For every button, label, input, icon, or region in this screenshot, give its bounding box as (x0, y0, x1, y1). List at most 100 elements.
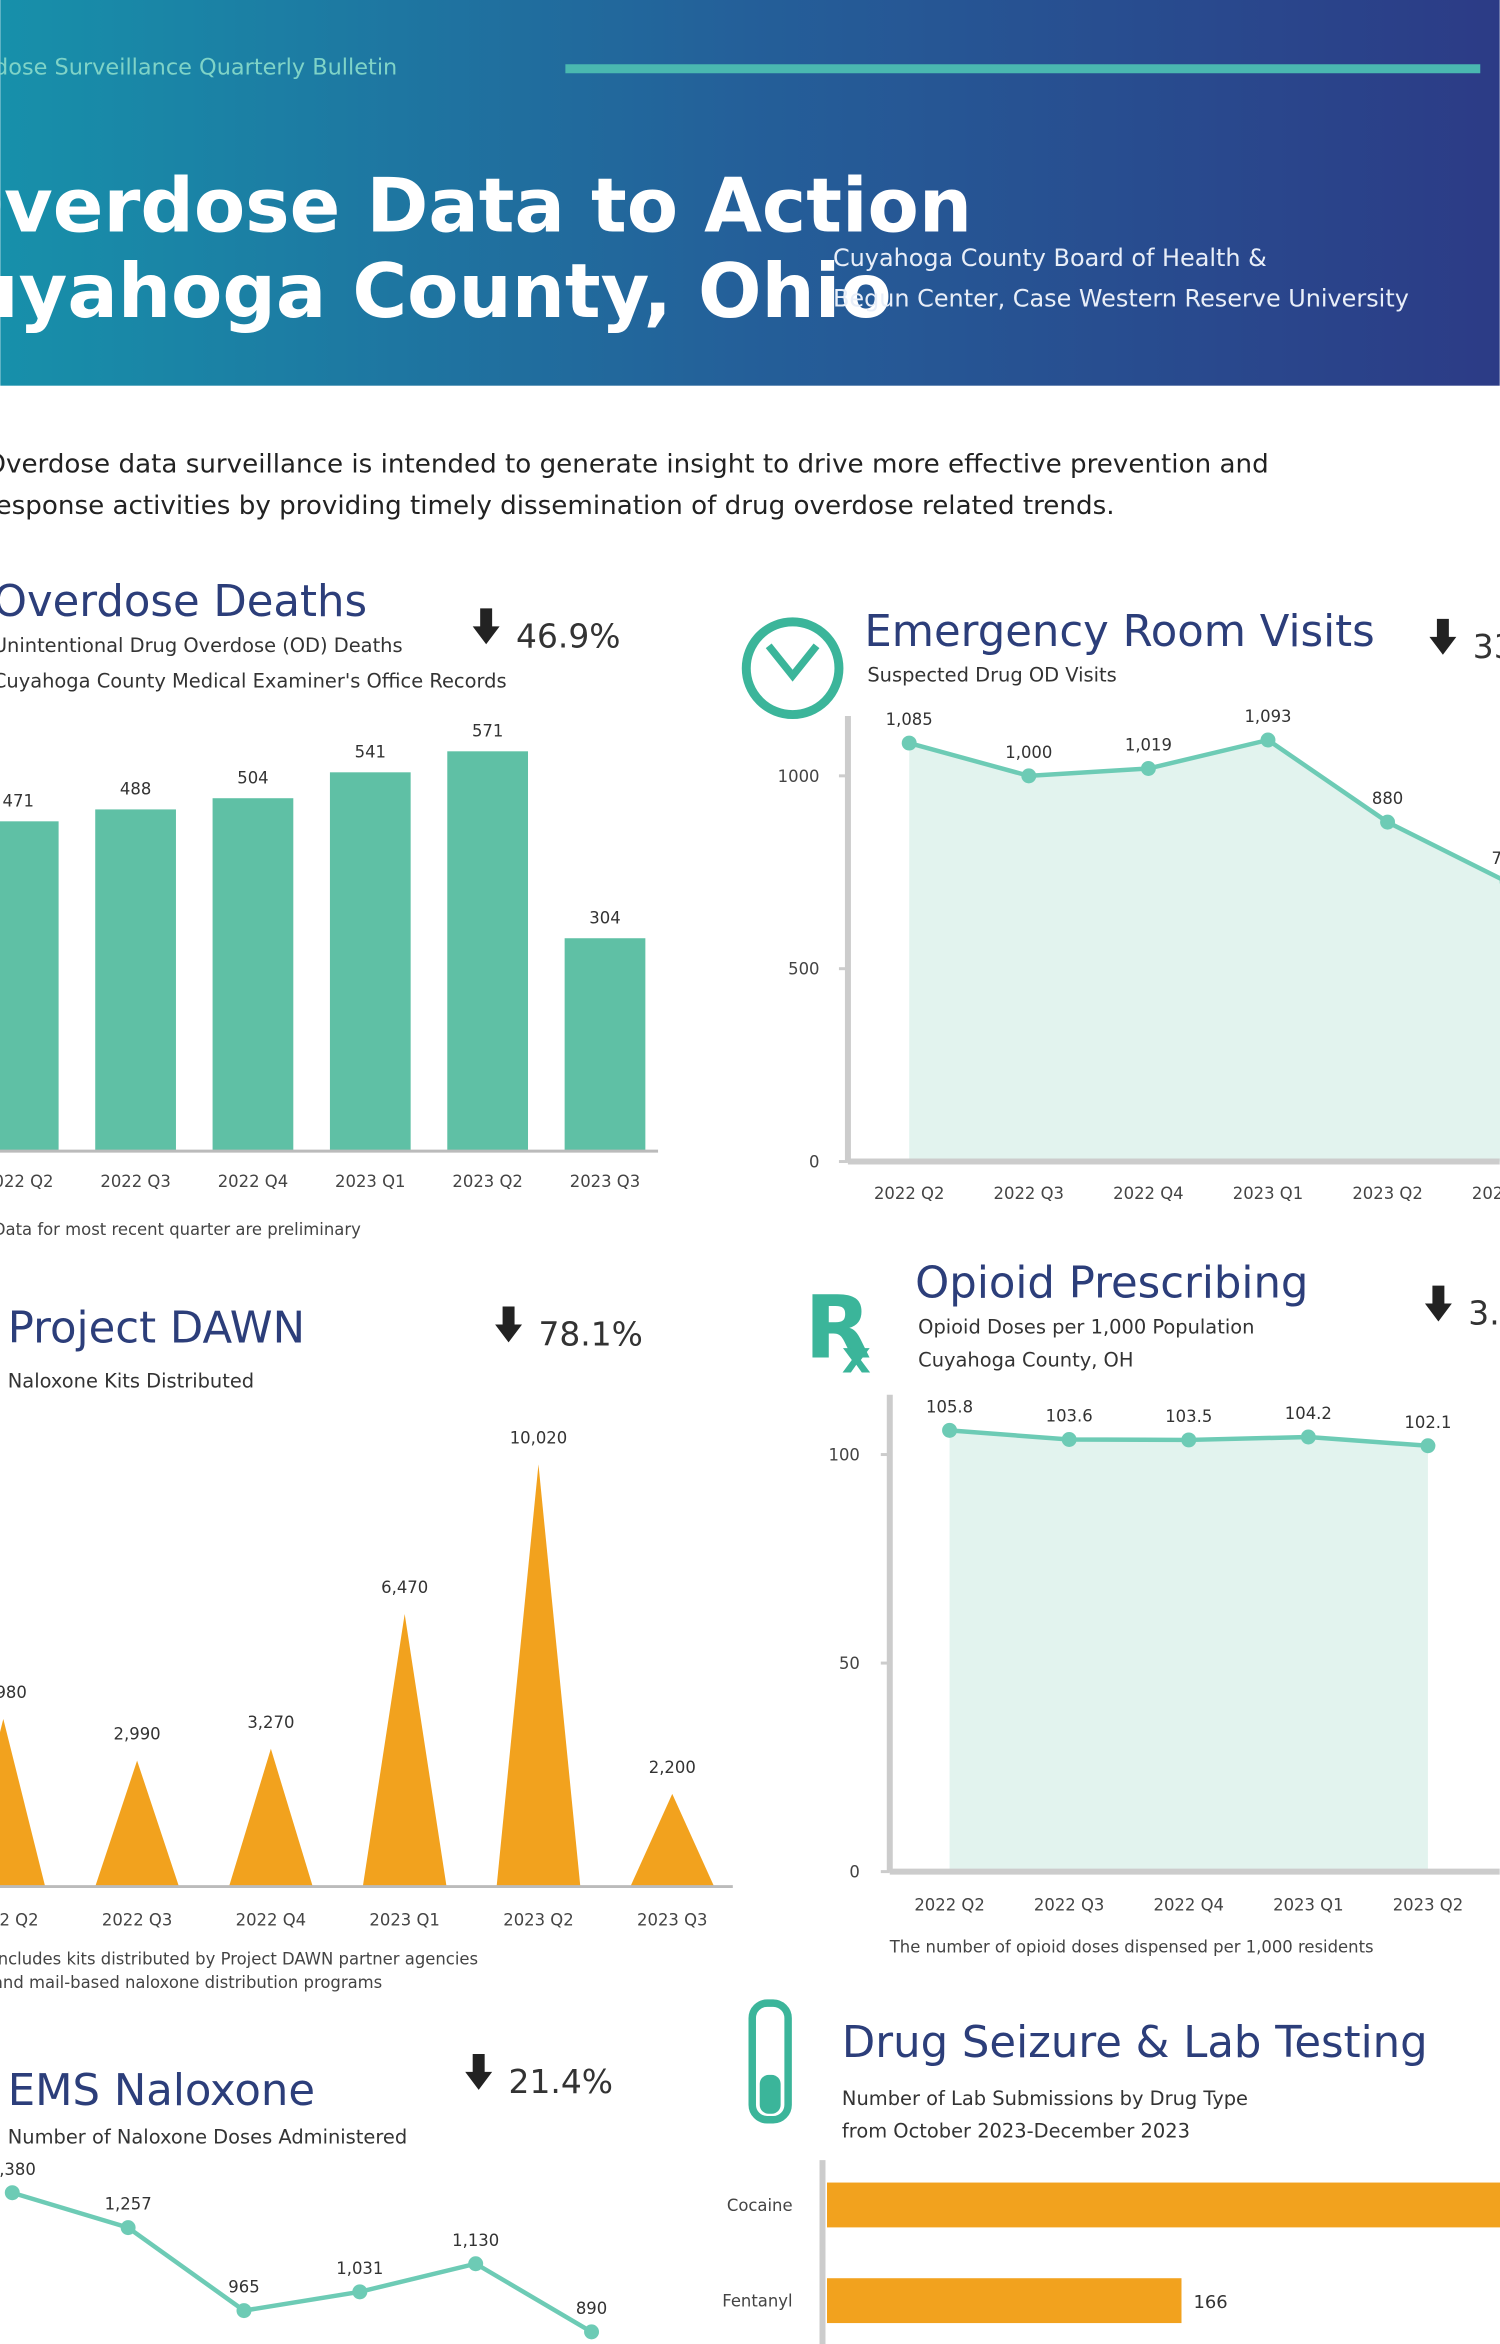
x-tick-label: 2022 Q3 (102, 1910, 172, 1929)
x-tick-label: 2022 Q2 (914, 1895, 984, 1914)
section-subtitle: Naloxone Kits Distributed (8, 1369, 254, 1392)
change-label: 78.1% (538, 1314, 642, 1353)
data-label: 10,020 (510, 1429, 568, 1448)
triangle-bar (496, 1464, 581, 1887)
data-label: 1,019 (1125, 736, 1172, 755)
x-tick-label: 2023 Q2 (1393, 1895, 1463, 1914)
data-label: 1,130 (452, 2231, 499, 2250)
x-tick-label: 2023 Q1 (1233, 1184, 1303, 1203)
footnote: Data for most recent quarter are prelimi… (0, 1220, 361, 1239)
down-arrow (1429, 618, 1457, 655)
point (901, 735, 917, 751)
data-label: 2,200 (649, 1758, 696, 1777)
data-label: 2,990 (114, 1725, 161, 1744)
x-tick-label: 2023 Q3 (637, 1910, 707, 1929)
data-label: 890 (576, 2299, 607, 2318)
x-tick-label: 2022 Q4 (1113, 1184, 1183, 1203)
bar (212, 798, 294, 1152)
rx-icon: R (805, 1278, 872, 1378)
area-fill (949, 1430, 1428, 1872)
point (236, 2303, 252, 2319)
x-tick-label: 2023 Q1 (335, 1172, 405, 1191)
section-subtitle: Number of Lab Submissions by Drug Type (842, 2087, 1248, 2110)
x-tick-label: 2022 Q3 (100, 1172, 170, 1191)
data-label: 471 (3, 791, 34, 810)
rx-icon: x (842, 1330, 871, 1383)
y-tick-label: 0 (849, 1863, 859, 1882)
point (1260, 732, 1276, 748)
point (4, 2185, 20, 2201)
footnote: The number of opioid doses dispensed per… (889, 1937, 1374, 1956)
section-title: Opioid Prescribing (915, 1259, 1308, 1309)
x-tick-label: 2023 Q1 (369, 1910, 439, 1929)
title-line: Cuyahoga County, Ohio (0, 248, 892, 335)
x-tick-label: 2022 Q3 (1034, 1895, 1104, 1914)
er-icon (765, 643, 820, 682)
data-label: 488 (120, 779, 151, 798)
x-tick-label: 2022 Q3 (994, 1184, 1064, 1203)
down-arrow (465, 2053, 493, 2090)
point (1181, 1432, 1197, 1448)
data-label: 880 (1372, 789, 1403, 808)
data-label: 1,031 (336, 2259, 383, 2278)
section-title: Drug Seizure & Lab Testing (842, 2018, 1428, 2068)
x-tick-label: 2023 Q3 (1472, 1184, 1500, 1203)
triangle-bar (229, 1748, 313, 1887)
point (1061, 1432, 1077, 1447)
bar (329, 772, 411, 1152)
area-fill (909, 739, 1500, 1162)
point (120, 2220, 136, 2236)
section-subtitle: from October 2023-December 2023 (842, 2120, 1190, 2143)
er-icon (741, 617, 844, 720)
change-label: 46.9% (516, 616, 620, 655)
y-tick-label: 50 (839, 1654, 860, 1673)
section-title: Overdose Deaths (0, 577, 367, 627)
bar (447, 751, 529, 1152)
point (468, 2256, 484, 2272)
data-label: 1,257 (105, 2195, 152, 2214)
triangle-bar (630, 1793, 715, 1887)
y-tick-label: Fentanyl (722, 2292, 792, 2311)
section-title: EMS Naloxone (8, 2066, 315, 2116)
data-label: 6,470 (381, 1578, 428, 1597)
bar (0, 821, 59, 1152)
org-line: Cuyahoga County Board of Health & (833, 244, 1267, 272)
point (942, 1422, 958, 1438)
data-label: 541 (355, 742, 386, 761)
x-tick-label: 2022 Q4 (1154, 1895, 1224, 1914)
bar (564, 938, 646, 1152)
data-label: 166 (1193, 2292, 1227, 2313)
change-label: 33.6% (1473, 627, 1500, 666)
x-tick-label: 2022 Q4 (236, 1910, 306, 1929)
x-tick-label: 2023 Q2 (1352, 1184, 1422, 1203)
data-label: 1,093 (1244, 707, 1291, 726)
tube-icon (748, 1999, 792, 2124)
y-tick-label: 0 (809, 1153, 819, 1172)
point (1140, 761, 1156, 776)
section-subtitle: Unintentional Drug Overdose (OD) Deaths (0, 634, 403, 657)
data-label: 104.2 (1285, 1404, 1332, 1423)
data-label: 102.1 (1404, 1413, 1451, 1432)
section-title: Project DAWN (8, 1303, 305, 1353)
point (352, 2284, 368, 2300)
triangle-bar (362, 1613, 447, 1887)
data-label: 1,000 (1005, 743, 1052, 762)
section-subtitle: Number of Naloxone Doses Administered (8, 2126, 407, 2149)
x-tick-label: 2023 Q3 (570, 1172, 640, 1191)
bar (826, 2182, 1500, 2228)
section-title: Emergency Room Visits (864, 607, 1374, 657)
bar (95, 809, 176, 1152)
x-tick-label: 2022 Q2 (0, 1172, 53, 1191)
section-subtitle: Cuyahoga County Medical Examiner's Offic… (0, 670, 507, 693)
footnote: Includes kits distributed by Project DAW… (0, 1949, 478, 1968)
y-tick-label: Cocaine (727, 2196, 793, 2215)
data-label: 965 (228, 2278, 259, 2297)
section-subtitle: Cuyahoga County, OH (918, 1348, 1133, 1371)
section-subtitle: Suspected Drug OD Visits (867, 664, 1116, 687)
y-tick-label: 1000 (778, 767, 820, 786)
point (1300, 1429, 1316, 1445)
x-tick-label: 2023 Q1 (1273, 1895, 1343, 1914)
line (908, 737, 1500, 881)
data-label: 103.6 (1046, 1407, 1093, 1426)
